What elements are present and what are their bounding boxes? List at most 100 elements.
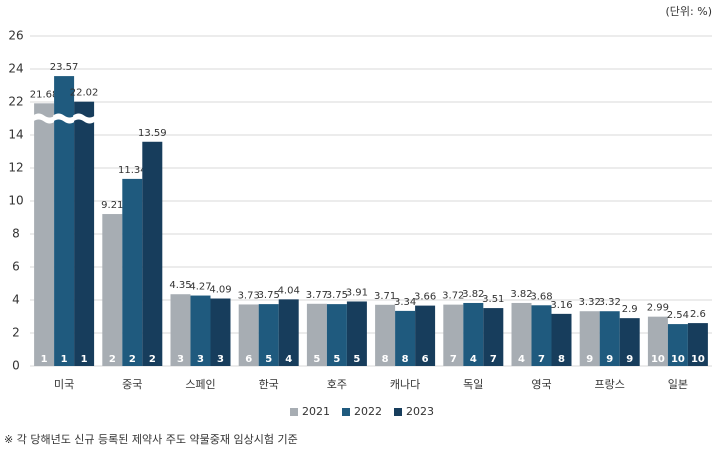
bar (415, 305, 436, 366)
value-label: 9.21 (101, 200, 123, 211)
x-tick-label: 프랑스 (595, 378, 625, 391)
y-tick-label: 22 (8, 95, 23, 109)
rank-label: 9 (606, 354, 613, 365)
value-label: 4.35 (169, 280, 191, 291)
value-label: 3.73 (238, 290, 260, 301)
y-tick-label: 6 (12, 260, 20, 274)
bar (74, 101, 95, 367)
y-tick-label: 4 (12, 293, 20, 307)
rank-label: 5 (265, 354, 272, 365)
rank-label: 8 (558, 354, 565, 365)
axis-break (53, 113, 76, 124)
rank-label: 10 (671, 354, 685, 365)
bar (238, 304, 259, 366)
rank-label: 6 (422, 354, 429, 365)
value-label: 3.68 (530, 291, 552, 302)
value-label: 3.82 (462, 289, 484, 300)
value-label: 23.57 (50, 62, 79, 73)
bar (599, 311, 620, 366)
x-tick-label: 영국 (531, 378, 551, 391)
bar (122, 178, 143, 366)
rank-label: 4 (285, 354, 292, 365)
rank-label: 2 (149, 354, 156, 365)
value-label: 2.9 (622, 304, 638, 315)
rank-label: 8 (402, 354, 409, 365)
rank-label: 5 (313, 354, 320, 365)
bar (483, 308, 504, 366)
axis-break (33, 113, 56, 124)
rank-label: 5 (333, 354, 340, 365)
bar (443, 304, 464, 366)
unit-note: (단위: %) (666, 5, 712, 18)
legend-label: 2023 (406, 405, 434, 418)
rank-label: 1 (81, 354, 88, 365)
rank-label: 4 (470, 354, 477, 365)
bar (54, 76, 75, 366)
x-tick-label: 한국 (259, 378, 279, 391)
bar (463, 302, 484, 366)
x-tick-label: 호주 (327, 378, 347, 391)
value-label: 4.04 (278, 285, 300, 296)
x-tick-label: 중국 (122, 378, 142, 391)
value-label: 3.34 (394, 297, 416, 308)
value-label: 2.6 (690, 309, 706, 320)
value-label: 3.77 (306, 290, 328, 301)
rank-label: 8 (382, 354, 389, 365)
rank-label: 3 (177, 354, 184, 365)
bar (142, 141, 163, 366)
value-label: 3.32 (579, 297, 601, 308)
legend-swatch (290, 408, 298, 416)
y-tick-label: 24 (8, 62, 23, 76)
value-label: 22.02 (70, 88, 99, 99)
value-label: 13.59 (138, 128, 167, 139)
bar (531, 305, 552, 366)
value-label: 2.99 (647, 303, 669, 314)
y-tick-label: 26 (8, 29, 23, 43)
bar (619, 318, 640, 366)
value-label: 3.72 (442, 291, 464, 302)
value-label: 2.54 (667, 310, 689, 321)
value-label: 4.27 (189, 282, 211, 293)
rank-label: 10 (651, 354, 665, 365)
x-tick-label: 독일 (463, 377, 483, 391)
x-tick-label: 캐나다 (390, 378, 420, 391)
rank-label: 5 (353, 354, 360, 365)
value-label: 3.16 (550, 300, 572, 311)
bar (190, 295, 211, 366)
rank-label: 4 (518, 354, 525, 365)
x-tick-label: 스페인 (185, 378, 215, 391)
value-label: 4.09 (209, 285, 231, 296)
y-tick-label: 0 (12, 359, 20, 373)
x-tick-label: 일본 (668, 377, 688, 391)
y-tick-label: 14 (8, 128, 23, 142)
bar (102, 214, 123, 366)
rank-label: 2 (109, 354, 116, 365)
bar (511, 302, 532, 366)
rank-label: 1 (61, 354, 68, 365)
value-label: 3.51 (482, 294, 504, 305)
y-tick-label: 10 (8, 194, 23, 208)
y-tick-label: 8 (12, 227, 20, 241)
bar (170, 294, 191, 366)
rank-label: 9 (626, 354, 633, 365)
bar (551, 313, 572, 366)
rank-label: 1 (41, 354, 48, 365)
value-label: 21.68 (30, 89, 59, 100)
rank-label: 7 (450, 354, 457, 365)
value-label: 11.34 (118, 165, 147, 176)
rank-label: 10 (691, 354, 705, 365)
value-label: 3.82 (510, 289, 532, 300)
x-tick-label: 미국 (54, 378, 74, 391)
rank-label: 2 (129, 354, 136, 365)
rank-label: 3 (217, 354, 224, 365)
axis-break (73, 113, 96, 124)
bar (647, 316, 668, 366)
bar (346, 301, 367, 366)
y-tick-label: 2 (12, 326, 20, 340)
y-tick-label: 12 (8, 161, 23, 175)
rank-label: 9 (586, 354, 593, 365)
legend-label: 2022 (354, 405, 382, 418)
rank-label: 7 (490, 354, 497, 365)
legend-label: 2021 (302, 405, 330, 418)
